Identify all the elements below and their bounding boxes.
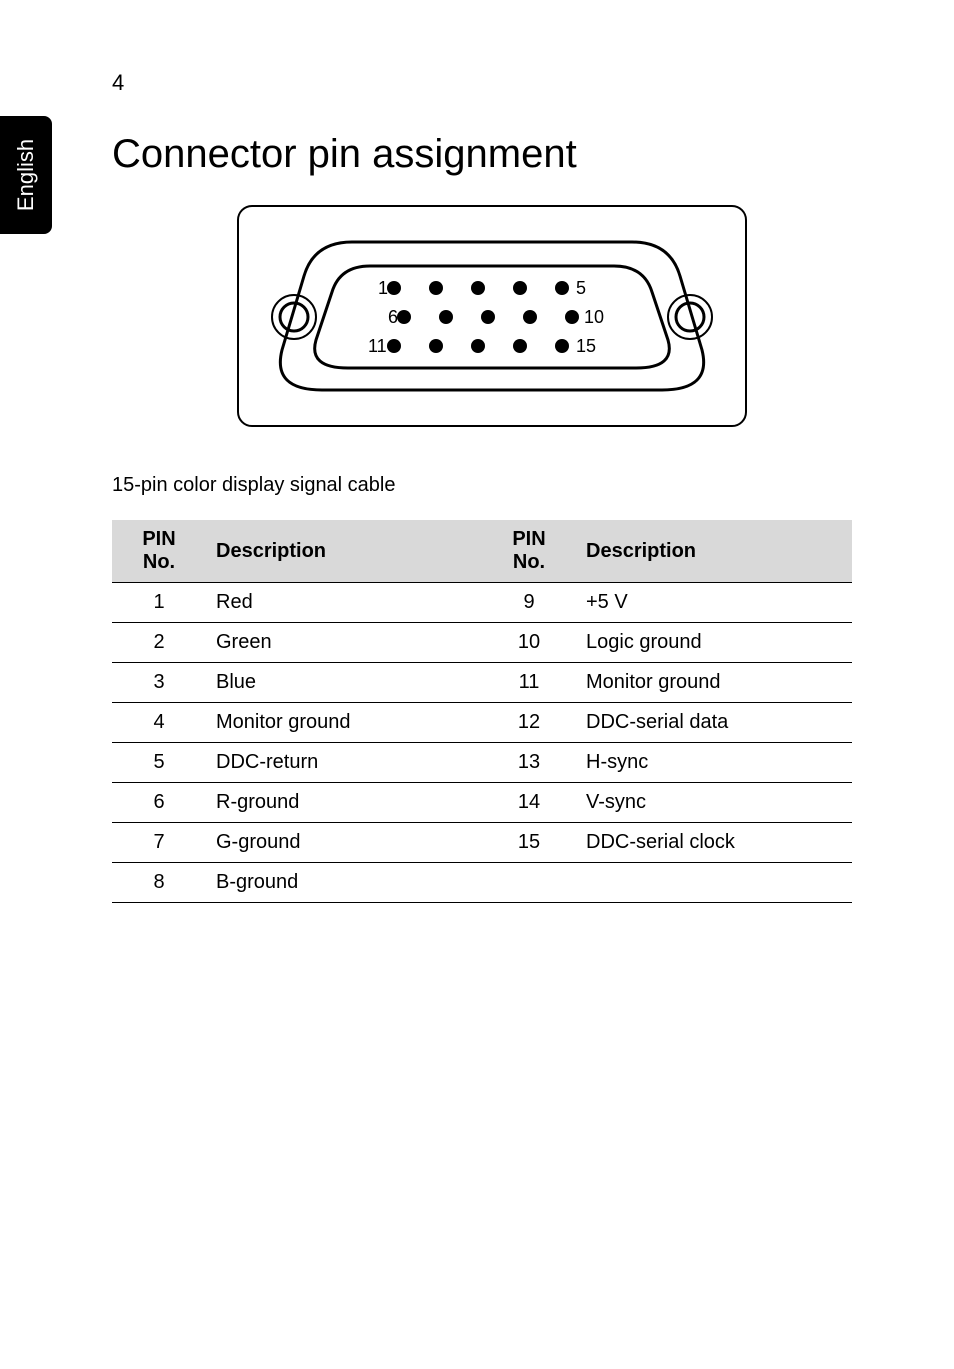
desc-cell [572, 863, 852, 903]
pin-cell [482, 863, 572, 903]
pin-cell: 10 [482, 623, 572, 663]
pin-cell: 8 [112, 863, 202, 903]
page-number: 4 [112, 70, 124, 96]
svg-text:5: 5 [576, 278, 586, 298]
table-row: 1Red9+5 V [112, 583, 852, 623]
table-row: 7G-ground15DDC-serial clock [112, 823, 852, 863]
desc-cell: Monitor ground [202, 703, 482, 743]
table-row: 6R-ground14V-sync [112, 783, 852, 823]
pin-cell: 3 [112, 663, 202, 703]
desc-cell: Monitor ground [572, 663, 852, 703]
pin-cell: 15 [482, 823, 572, 863]
desc-cell: DDC-return [202, 743, 482, 783]
desc-cell: DDC-serial data [572, 703, 852, 743]
pin-cell: 4 [112, 703, 202, 743]
desc-cell: R-ground [202, 783, 482, 823]
table-row: 2Green10Logic ground [112, 623, 852, 663]
pin-cell: 13 [482, 743, 572, 783]
table-header-row: PIN No. Description PIN No. Description [112, 520, 852, 583]
pin-cell: 12 [482, 703, 572, 743]
pin-cell: 6 [112, 783, 202, 823]
desc-cell: Logic ground [572, 623, 852, 663]
language-tab: English [0, 116, 52, 234]
pin-cell: 9 [482, 583, 572, 623]
svg-text:6: 6 [388, 307, 398, 327]
desc-cell: B-ground [202, 863, 482, 903]
table-row: 8B-ground [112, 863, 852, 903]
table-row: 4Monitor ground12DDC-serial data [112, 703, 852, 743]
col-header-pin2: PIN No. [482, 520, 572, 583]
desc-cell: Green [202, 623, 482, 663]
desc-cell: Blue [202, 663, 482, 703]
diagram-caption: 15-pin color display signal cable [112, 474, 396, 497]
pin-cell: 2 [112, 623, 202, 663]
svg-text:15: 15 [576, 336, 596, 356]
table-row: 5DDC-return13H-sync [112, 743, 852, 783]
page-title: Connector pin assignment [112, 132, 577, 177]
col-header-desc1: Description [202, 520, 482, 583]
desc-cell: Red [202, 583, 482, 623]
svg-text:11: 11 [368, 336, 387, 356]
col-header-desc2: Description [572, 520, 852, 583]
pin-cell: 14 [482, 783, 572, 823]
pin-cell: 1 [112, 583, 202, 623]
desc-cell: V-sync [572, 783, 852, 823]
svg-text:1: 1 [378, 278, 388, 298]
desc-cell: G-ground [202, 823, 482, 863]
desc-cell: DDC-serial clock [572, 823, 852, 863]
pin-table: PIN No. Description PIN No. Description … [112, 520, 852, 903]
col-header-pin1: PIN No. [112, 520, 202, 583]
desc-cell: H-sync [572, 743, 852, 783]
connector-diagram: 156101115 [232, 200, 752, 432]
pin-cell: 5 [112, 743, 202, 783]
table-row: 3Blue11Monitor ground [112, 663, 852, 703]
pin-cell: 11 [482, 663, 572, 703]
pin-cell: 7 [112, 823, 202, 863]
desc-cell: +5 V [572, 583, 852, 623]
language-tab-label: English [13, 139, 39, 211]
svg-text:10: 10 [584, 307, 604, 327]
